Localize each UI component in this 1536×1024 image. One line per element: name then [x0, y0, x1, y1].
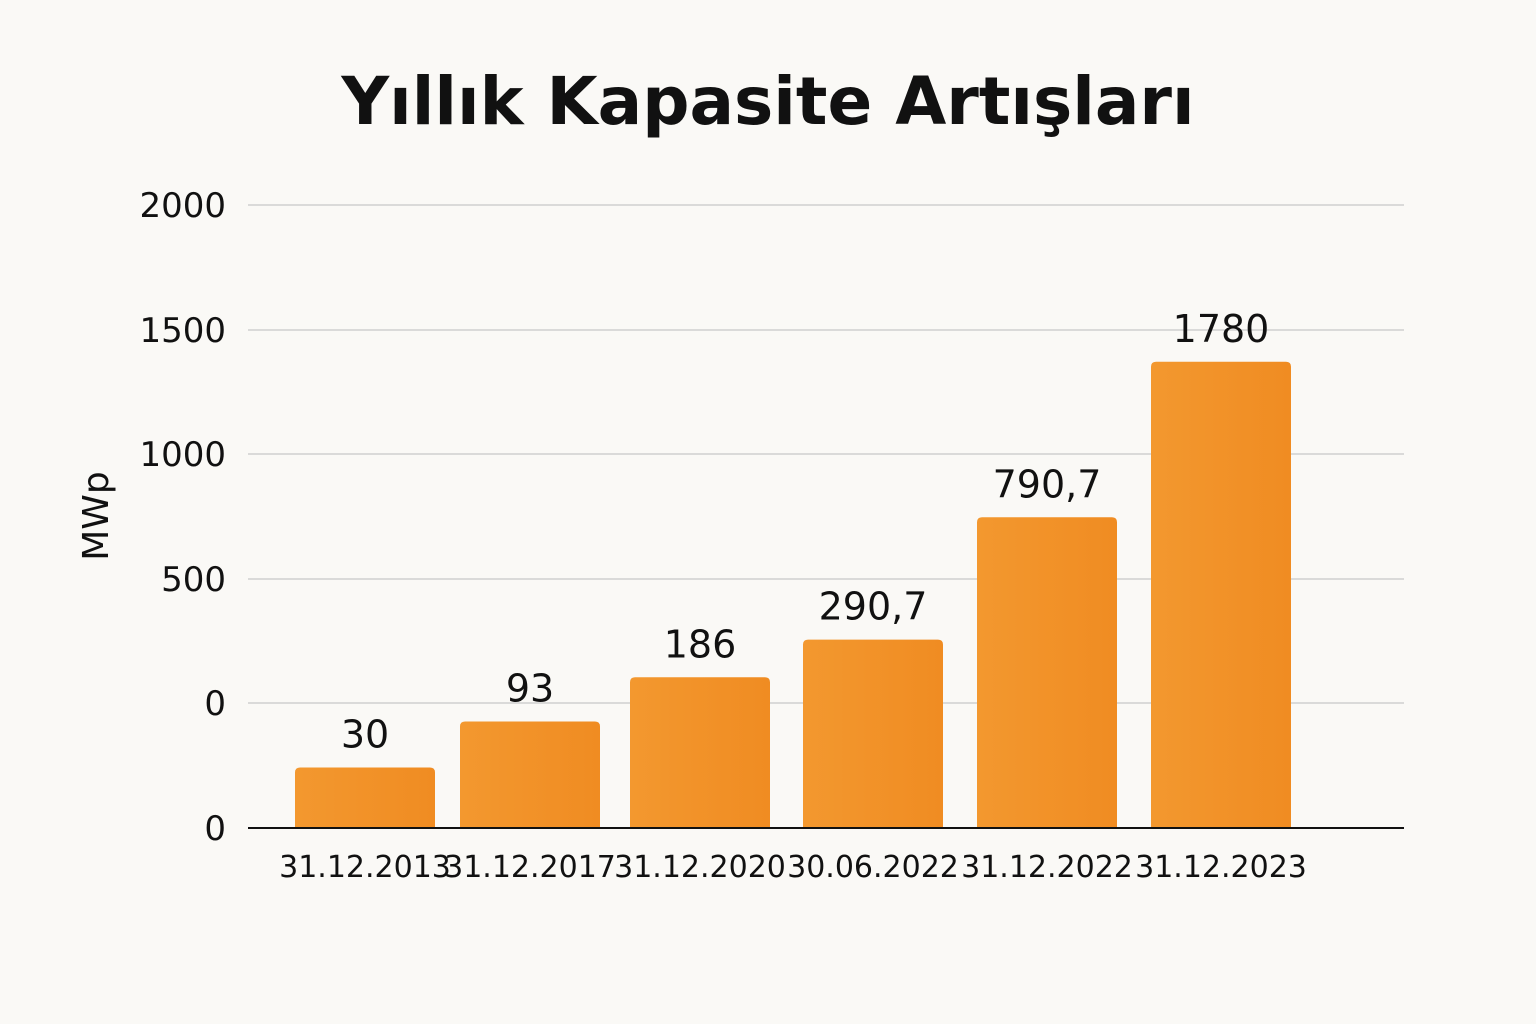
y-tick-label: 1000: [139, 435, 226, 475]
x-tick-label: 31.12.2020: [614, 850, 786, 885]
y-tick-label: 0: [204, 684, 226, 724]
x-tick-label: 30.06.2022: [787, 850, 959, 885]
x-tick-label: 31.12.2017: [444, 850, 616, 885]
y-tick-label: 0: [204, 809, 226, 849]
data-label: 1780: [1173, 307, 1270, 351]
bar-30.06.2022: [803, 639, 943, 828]
bar-31.12.2013: [295, 767, 435, 828]
x-tick-label: 31.12.2023: [1135, 850, 1307, 885]
bars: [295, 361, 1291, 828]
data-label: 30: [341, 712, 389, 756]
data-label: 290,7: [819, 585, 928, 629]
data-labels: 30 93 186 290,7 790,7 1780: [341, 307, 1270, 757]
data-label: 790,7: [993, 462, 1102, 506]
y-tick-label: 2000: [139, 186, 226, 226]
bar-31.12.2022: [977, 517, 1117, 828]
data-label: 93: [506, 666, 554, 710]
chart-title: Yıllık Kapasite Artışları: [340, 63, 1194, 140]
bar-31.12.2023: [1151, 361, 1291, 828]
y-tick-label: 1500: [139, 311, 226, 351]
bar-31.12.2017: [460, 721, 600, 828]
bar-31.12.2020: [630, 677, 770, 828]
x-tick-label: 31.12.2013: [279, 850, 451, 885]
y-axis-label: MWp: [76, 471, 117, 561]
data-label: 186: [664, 622, 737, 666]
y-axis-ticks: 0 0 500 1000 1500 2000: [139, 186, 226, 849]
x-tick-label: 31.12.2022: [961, 850, 1133, 885]
y-tick-label: 500: [161, 560, 226, 600]
